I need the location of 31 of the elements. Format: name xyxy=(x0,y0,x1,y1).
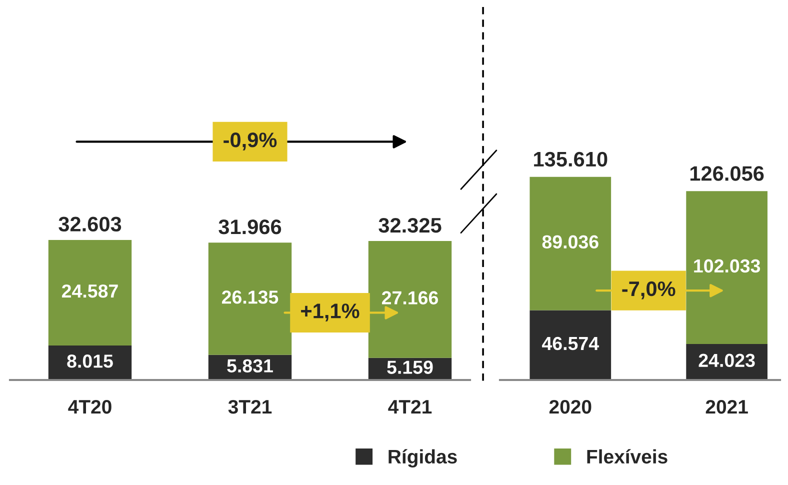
x-tick-label: 2021 xyxy=(706,400,748,414)
bar xyxy=(686,191,768,344)
annotation: -7,0% xyxy=(622,281,676,300)
x-tick-label: 3T21 xyxy=(228,400,272,414)
bar xyxy=(208,242,292,355)
data-label: 24.587 xyxy=(62,284,118,298)
bar xyxy=(368,241,452,358)
x-tick-label: 4T20 xyxy=(68,400,112,414)
bar xyxy=(530,310,612,380)
legend-label: Rígidas xyxy=(388,449,457,468)
data-label: 27.166 xyxy=(382,291,438,304)
total-label: 135.610 xyxy=(534,152,608,167)
bar xyxy=(48,240,132,346)
total-label: 31.966 xyxy=(218,219,282,234)
x-tick-label: 2020 xyxy=(549,400,592,414)
text: -0,9% xyxy=(224,132,277,150)
annotation: +1,1% xyxy=(301,304,360,322)
data-label: 5.159 xyxy=(387,360,433,374)
total-label: 32.603 xyxy=(58,216,122,232)
data-label: 24.023 xyxy=(698,354,755,368)
data-label: 8.015 xyxy=(67,354,113,368)
data-label: 46.574 xyxy=(542,336,599,350)
data-label: 26.135 xyxy=(222,290,278,304)
legend-label: Flexíveis xyxy=(587,449,668,464)
data-label: 102.033 xyxy=(694,259,760,273)
data-label: 89.036 xyxy=(542,235,598,249)
data-label: 5.831 xyxy=(227,359,273,373)
total-label: 32.325 xyxy=(378,218,442,233)
x-tick-label: 4T21 xyxy=(388,400,432,414)
bar xyxy=(530,176,612,310)
total-label: 126.056 xyxy=(690,166,764,181)
